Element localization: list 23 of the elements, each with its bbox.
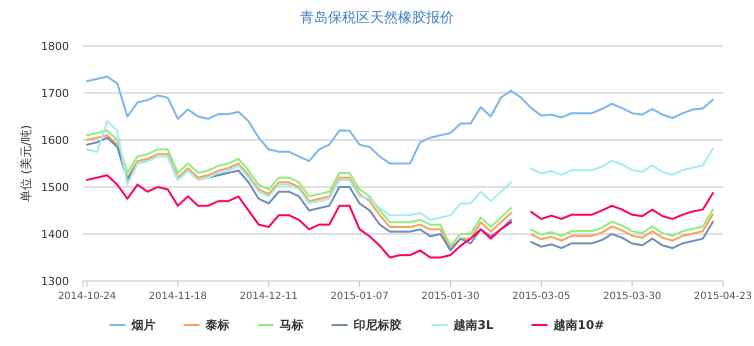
x-tick-label: 2014-10-24 — [58, 291, 116, 302]
legend-label: 越南10# — [552, 318, 604, 332]
x-tick-label: 2015-01-30 — [421, 291, 480, 302]
y-tick-label: 1600 — [41, 134, 69, 147]
y-tick-label: 1800 — [41, 40, 69, 53]
x-tick-label: 2015-01-07 — [330, 291, 389, 302]
legend-label: 越南3L — [452, 318, 494, 332]
y-tick-label: 1500 — [41, 181, 69, 194]
x-tick-label: 2014-12-11 — [240, 291, 298, 302]
chart-title: 青岛保税区天然橡胶报价 — [300, 10, 454, 26]
legend-label: 马标 — [280, 318, 304, 332]
legend-label: 印尼标胶 — [354, 318, 402, 332]
x-tick-label: 2014-11-18 — [148, 291, 207, 302]
legend-label: 泰标 — [204, 318, 230, 332]
y-tick-label: 1300 — [41, 275, 69, 288]
x-tick-label: 2015-04-23 — [694, 291, 752, 302]
x-tick-label: 2015-03-05 — [512, 291, 570, 302]
line-series — [86, 76, 714, 164]
y-tick-label: 1700 — [41, 87, 69, 100]
legend-label: 烟片 — [130, 318, 156, 332]
x-tick-label: 2015-03-30 — [603, 291, 662, 302]
y-tick-label: 1400 — [41, 228, 69, 241]
y-axis-title: 单位 (美元/吨) — [19, 124, 33, 202]
